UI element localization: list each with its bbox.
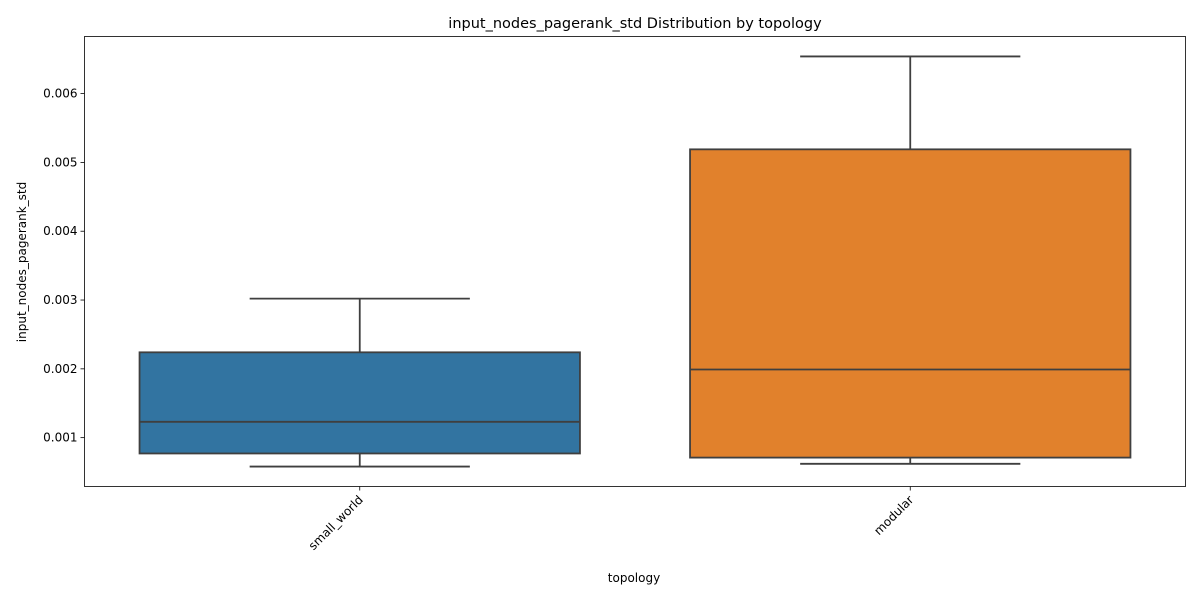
y-tick-label: 0.001	[43, 431, 77, 445]
chart-title: input_nodes_pagerank_std Distribution by…	[448, 16, 822, 32]
y-tick-label: 0.006	[43, 87, 77, 101]
x-tick-label: modular	[871, 493, 916, 538]
box-modular	[689, 55, 1132, 465]
x-axis: small_world modular	[306, 486, 916, 553]
y-tick-label: 0.002	[43, 362, 77, 376]
y-axis: 0.001 0.002 0.003 0.004 0.005 0.006	[43, 87, 85, 445]
x-axis-label: topology	[608, 571, 660, 585]
y-tick-label: 0.005	[43, 155, 77, 169]
y-tick-label: 0.003	[43, 293, 77, 307]
y-axis-label: input_nodes_pagerank_std	[15, 182, 29, 342]
y-tick-label: 0.004	[43, 224, 77, 238]
plot-frame	[84, 36, 1186, 487]
box-small_world	[138, 297, 581, 468]
x-tick-label: small_world	[306, 493, 366, 553]
iqr-box	[138, 351, 581, 455]
iqr-box	[689, 148, 1132, 459]
boxes-layer	[138, 55, 1132, 468]
